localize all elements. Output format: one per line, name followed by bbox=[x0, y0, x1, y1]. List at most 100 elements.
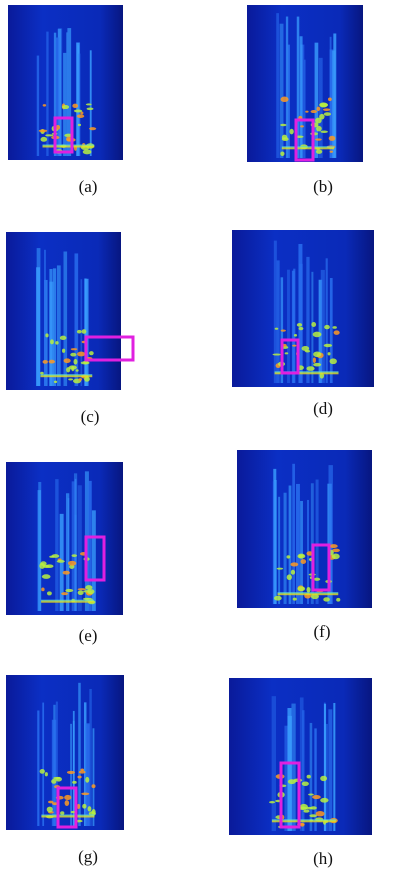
spectrogram bbox=[6, 462, 123, 615]
energy bbox=[331, 553, 340, 560]
energy bbox=[72, 103, 79, 109]
spectrogram-background bbox=[6, 675, 124, 830]
streak bbox=[273, 240, 277, 383]
streak bbox=[92, 728, 95, 826]
energy bbox=[85, 103, 92, 106]
streak bbox=[298, 243, 303, 383]
energy bbox=[42, 359, 48, 364]
spectrogram bbox=[8, 5, 123, 160]
energy bbox=[73, 109, 83, 113]
energy bbox=[336, 597, 341, 602]
energy bbox=[56, 559, 65, 563]
energy bbox=[290, 562, 299, 567]
energy bbox=[305, 806, 313, 810]
energy bbox=[322, 108, 331, 111]
energy bbox=[329, 150, 333, 153]
streak bbox=[71, 481, 76, 611]
energy bbox=[313, 577, 321, 581]
streak bbox=[306, 256, 310, 383]
energy bbox=[61, 592, 69, 596]
energy bbox=[47, 800, 54, 804]
energy bbox=[327, 97, 332, 102]
streak bbox=[89, 50, 92, 156]
spectrogram-background bbox=[232, 230, 374, 387]
energy bbox=[61, 348, 66, 353]
energy bbox=[320, 797, 329, 803]
energy bbox=[84, 376, 90, 382]
energy bbox=[89, 351, 94, 356]
energy bbox=[316, 106, 321, 112]
energy bbox=[319, 102, 329, 107]
streak bbox=[285, 16, 289, 159]
highlight-box bbox=[279, 761, 301, 829]
streak bbox=[299, 36, 303, 158]
streak bbox=[66, 32, 69, 156]
energy bbox=[327, 352, 331, 356]
energy bbox=[70, 810, 76, 814]
energy bbox=[77, 123, 82, 127]
energy bbox=[289, 128, 294, 135]
streak bbox=[333, 702, 336, 831]
energy bbox=[40, 371, 44, 375]
energy bbox=[80, 111, 84, 115]
streak bbox=[276, 260, 280, 383]
energy bbox=[38, 129, 48, 133]
energy bbox=[62, 104, 70, 110]
energy bbox=[81, 329, 87, 334]
spectrogram bbox=[237, 450, 372, 608]
streak bbox=[318, 57, 323, 159]
energy bbox=[66, 136, 72, 142]
energy bbox=[91, 784, 96, 789]
energy bbox=[46, 591, 52, 596]
energy bbox=[329, 544, 338, 549]
energy bbox=[80, 768, 85, 772]
energy bbox=[333, 330, 340, 335]
energy bbox=[50, 339, 54, 345]
streak bbox=[279, 23, 284, 158]
streak bbox=[287, 44, 290, 158]
energy bbox=[78, 378, 82, 381]
energy bbox=[63, 358, 71, 364]
highlight-box bbox=[56, 786, 78, 829]
energy bbox=[276, 567, 284, 570]
energy bbox=[85, 776, 90, 783]
energy bbox=[65, 588, 74, 593]
energy bbox=[68, 378, 74, 381]
energy bbox=[55, 341, 59, 345]
energy bbox=[62, 570, 70, 575]
energy bbox=[274, 327, 279, 330]
streak bbox=[76, 42, 80, 156]
energy bbox=[305, 110, 309, 113]
streak bbox=[283, 492, 287, 604]
energy bbox=[76, 803, 81, 810]
energy bbox=[44, 772, 48, 777]
streak bbox=[49, 269, 53, 386]
panel-label: (e) bbox=[79, 626, 98, 645]
energy bbox=[60, 811, 65, 815]
energy bbox=[78, 770, 86, 774]
panel-label: (g) bbox=[78, 847, 98, 866]
energy bbox=[306, 774, 311, 779]
panel-label: (a) bbox=[79, 177, 98, 196]
energy bbox=[290, 569, 296, 575]
streak bbox=[44, 249, 46, 386]
energy bbox=[323, 112, 331, 116]
energy bbox=[77, 351, 86, 357]
energy bbox=[315, 149, 323, 154]
streak bbox=[329, 49, 334, 158]
energy bbox=[315, 138, 322, 141]
streak bbox=[46, 31, 49, 157]
energy bbox=[85, 585, 93, 590]
streak bbox=[291, 703, 296, 831]
energy bbox=[313, 351, 322, 358]
energy bbox=[315, 811, 325, 817]
energy bbox=[319, 113, 325, 120]
energy bbox=[320, 130, 328, 133]
energy bbox=[72, 780, 77, 784]
energy bbox=[75, 369, 79, 372]
streak bbox=[314, 728, 317, 831]
energy bbox=[315, 117, 322, 124]
streak bbox=[63, 251, 68, 386]
energy bbox=[320, 775, 328, 782]
